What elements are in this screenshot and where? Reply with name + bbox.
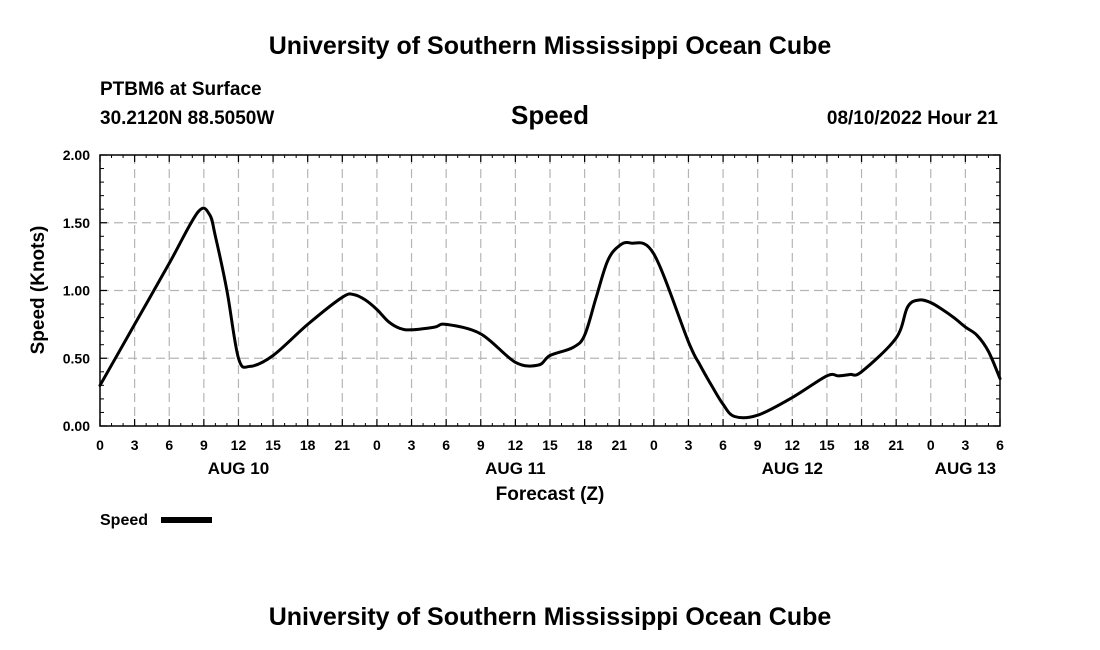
x-tick-label: 12: [785, 437, 801, 453]
date-label: AUG 12: [762, 459, 823, 478]
legend-label: Speed: [100, 512, 148, 529]
coordinates-label: 30.2120N 88.5050W: [100, 108, 274, 129]
x-tick-label: 21: [611, 437, 627, 453]
x-tick-label: 21: [335, 437, 351, 453]
date-label: AUG 11: [485, 459, 545, 478]
x-tick-label: 0: [373, 437, 381, 453]
x-tick-label: 3: [408, 437, 416, 453]
main-title: University of Southern Mississippi Ocean…: [269, 32, 832, 60]
x-tick-label: 15: [542, 437, 558, 453]
y-tick-label: 2.00: [63, 147, 90, 163]
x-tick-label: 18: [854, 437, 870, 453]
x-tick-label: 12: [231, 437, 247, 453]
y-tick-label: 0.50: [63, 350, 90, 366]
x-tick-label: 6: [996, 437, 1004, 453]
speed-series-line: [98, 206, 1002, 420]
grid: [100, 155, 1000, 426]
x-tick-label: 15: [819, 437, 835, 453]
x-tick-label: 9: [754, 437, 762, 453]
forecast-datetime: 08/10/2022 Hour 21: [827, 108, 999, 129]
x-tick-label: 0: [927, 437, 935, 453]
x-tick-label: 18: [577, 437, 593, 453]
date-label: AUG 13: [935, 459, 996, 478]
plot-frame: [99, 154, 1001, 427]
station-label: PTBM6 at Surface: [100, 79, 262, 100]
x-tick-label: 3: [685, 437, 693, 453]
y-axis-label: Speed (Knots): [28, 226, 49, 355]
x-axis-label: Forecast (Z): [496, 484, 605, 505]
footer-title: University of Southern Mississippi Ocean…: [269, 603, 832, 631]
x-tick-label: 9: [477, 437, 485, 453]
x-tick-label: 3: [131, 437, 139, 453]
x-tick-label: 6: [719, 437, 727, 453]
x-tick-label: 9: [200, 437, 208, 453]
x-tick-label: 6: [442, 437, 450, 453]
x-tick-label: 21: [888, 437, 904, 453]
x-tick-label: 15: [265, 437, 281, 453]
x-tick-label: 12: [508, 437, 524, 453]
date-label: AUG 10: [208, 459, 269, 478]
x-tick-label: 3: [961, 437, 969, 453]
x-tick-label: 0: [96, 437, 104, 453]
y-tick-label: 0.00: [63, 418, 90, 434]
legend: Speed: [100, 512, 212, 529]
x-tick-label: 0: [650, 437, 658, 453]
tick-labels: 0 3 6 9 12 15 18 21 0 3 6 9 12 15 18 21 0 3 6 9 12 15 18 21 0 3 6 0…: [63, 147, 1004, 478]
legend-swatch: [161, 517, 212, 523]
variable-title: Speed: [511, 100, 589, 130]
x-tick-label: 18: [300, 437, 316, 453]
y-tick-label: 1.50: [63, 215, 90, 231]
x-tick-label: 6: [165, 437, 173, 453]
y-tick-label: 1.00: [63, 283, 90, 299]
